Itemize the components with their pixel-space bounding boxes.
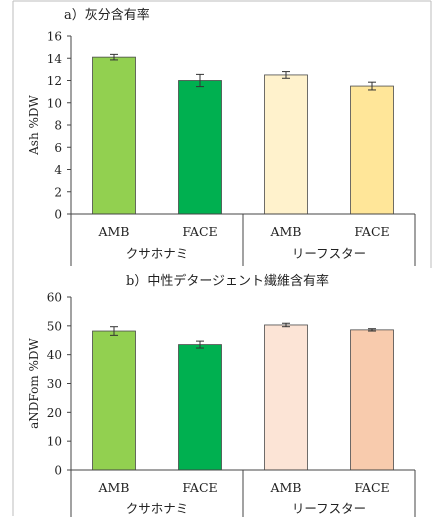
bar-face-g1 xyxy=(178,344,222,471)
chart-andfom-bars xyxy=(92,322,394,471)
x-category-label: AMB xyxy=(97,224,129,239)
chart-andfom-title: b）中性デタージェント繊維含有率 xyxy=(126,273,329,289)
chart-ash-title: a）灰分含有率 xyxy=(64,7,150,23)
x-group-label: クサホナミ xyxy=(126,501,189,516)
chart-ash-ylabel: Ash %DW xyxy=(27,94,41,155)
y-tick-label: 12 xyxy=(47,74,62,88)
bar-face-g1 xyxy=(178,80,222,215)
y-tick-label: 60 xyxy=(47,291,62,305)
y-tick-label: 0 xyxy=(54,208,62,222)
chart-andfom-category-labels: AMB FACE AMB FACE xyxy=(97,480,389,495)
chart-ash-bars xyxy=(92,53,394,215)
chart-andfom-ylabel: aNDFom %DW xyxy=(27,337,41,428)
y-tick-label: 4 xyxy=(54,163,62,177)
y-tick-label: 6 xyxy=(54,141,62,155)
chart-ash-ylabel-group: Ash %DW xyxy=(27,94,41,155)
chart-andfom-ylabel-group: aNDFom %DW xyxy=(27,337,41,428)
x-category-label: AMB xyxy=(269,480,301,495)
y-tick-label: 14 xyxy=(47,52,63,66)
x-category-label: AMB xyxy=(97,480,129,495)
x-category-label: FACE xyxy=(182,224,217,239)
chart-andfom-y-ticks: 0 10 20 30 40 50 60 xyxy=(47,291,71,478)
chart-ash-y-ticks: 0 2 4 6 8 10 12 14 16 xyxy=(47,30,71,222)
x-category-label: FACE xyxy=(354,224,389,239)
y-tick-label: 16 xyxy=(47,30,62,44)
y-tick-label: 10 xyxy=(47,96,62,110)
chart-ash-group-labels: クサホナミ リーフスター xyxy=(126,246,366,261)
bar-amb-g2 xyxy=(264,324,308,471)
y-tick-label: 2 xyxy=(54,185,62,199)
bar-face-g2 xyxy=(350,329,394,471)
chart-ash-axes xyxy=(70,36,416,266)
y-tick-label: 30 xyxy=(47,377,62,391)
bar-face-g2 xyxy=(350,85,394,215)
y-tick-label: 20 xyxy=(47,406,62,420)
x-category-label: FACE xyxy=(354,480,389,495)
x-group-label: リーフスター xyxy=(292,246,366,261)
x-category-label: FACE xyxy=(182,480,217,495)
chart-andfom: b）中性デタージェント繊維含有率 aNDFom %DW 0 10 20 30 40 50 6… xyxy=(27,273,416,517)
x-category-label: AMB xyxy=(269,224,301,239)
y-tick-label: 8 xyxy=(54,119,62,133)
chart-andfom-axes xyxy=(70,297,416,517)
bar-amb-g2 xyxy=(264,74,308,215)
y-tick-label: 50 xyxy=(47,319,62,333)
chart-andfom-group-labels: クサホナミ リーフスター xyxy=(126,501,366,516)
x-group-label: クサホナミ xyxy=(126,246,189,261)
chart-ash-category-labels: AMB FACE AMB FACE xyxy=(97,224,389,239)
y-tick-label: 40 xyxy=(47,348,62,362)
y-tick-label: 0 xyxy=(54,464,62,478)
x-group-label: リーフスター xyxy=(292,501,366,516)
y-tick-label: 10 xyxy=(47,435,62,449)
bar-amb-g1 xyxy=(92,330,136,471)
bar-amb-g1 xyxy=(92,56,136,215)
